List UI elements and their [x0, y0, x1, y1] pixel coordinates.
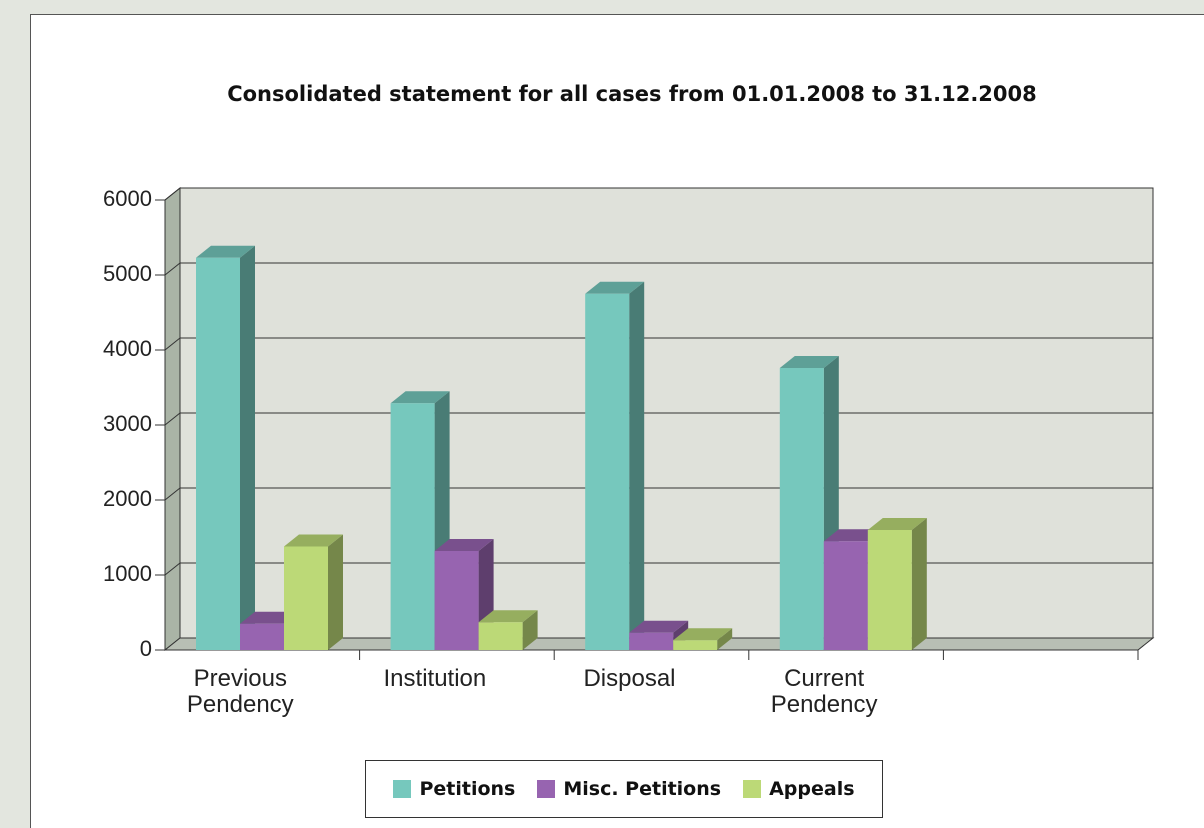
bar [823, 541, 868, 650]
bar [196, 257, 240, 650]
x-tick-label: Previous Pendency [186, 665, 294, 718]
bar [867, 530, 912, 650]
grid-line [164, 562, 181, 576]
legend-item: Appeals [743, 778, 855, 800]
grid-line [164, 337, 181, 351]
legend-swatch [393, 780, 412, 798]
grid-line [164, 187, 181, 201]
x-tick-label: Current Pendency [770, 665, 878, 718]
bar-top [196, 245, 255, 258]
bar [673, 640, 718, 650]
legend-item: Petitions [393, 778, 515, 800]
bar-side [717, 628, 733, 650]
bar [284, 546, 328, 650]
legend-label: Misc. Petitions [563, 778, 722, 800]
y-tick-label: 0 [140, 636, 152, 661]
y-tick-label: 4000 [103, 336, 152, 361]
x-tick-label: Institution [383, 665, 487, 692]
bar-top [434, 539, 494, 551]
legend-item: Misc. Petitions [537, 778, 721, 800]
bar-side [240, 245, 255, 650]
bar-side [911, 518, 927, 650]
bar-side [522, 610, 538, 650]
bar-top [673, 628, 733, 641]
bar [585, 293, 630, 650]
bar-side [328, 534, 343, 650]
grid-line [164, 487, 181, 501]
y-tick-label: 5000 [103, 261, 152, 286]
bar-top [284, 534, 343, 547]
bar-top [585, 281, 645, 294]
chart-title: Consolidated statement for all cases fro… [227, 82, 1037, 106]
bar-top [867, 518, 927, 530]
bar-top [629, 620, 689, 633]
legend: Petitions Misc. Petitions Appeals [365, 760, 883, 818]
bar [478, 622, 523, 650]
bar-top [779, 356, 839, 368]
bar [629, 632, 674, 650]
bar-top [390, 391, 450, 404]
bar [434, 551, 479, 650]
bar-top [478, 610, 538, 623]
y-tick-label: 6000 [103, 186, 152, 211]
y-tick-label: 3000 [103, 411, 152, 436]
legend-label: Appeals [769, 778, 855, 800]
grid-line [164, 262, 181, 276]
legend-swatch [743, 780, 762, 798]
grid-line [164, 412, 181, 426]
bar [390, 403, 435, 650]
y-tick-label: 1000 [103, 561, 152, 586]
legend-label: Petitions [419, 778, 516, 800]
bar [240, 623, 284, 650]
y-tick-label: 2000 [103, 486, 152, 511]
bar-side [629, 281, 645, 650]
x-tick-label: Disposal [583, 665, 676, 692]
legend-swatch [537, 780, 556, 798]
bar [779, 368, 824, 650]
